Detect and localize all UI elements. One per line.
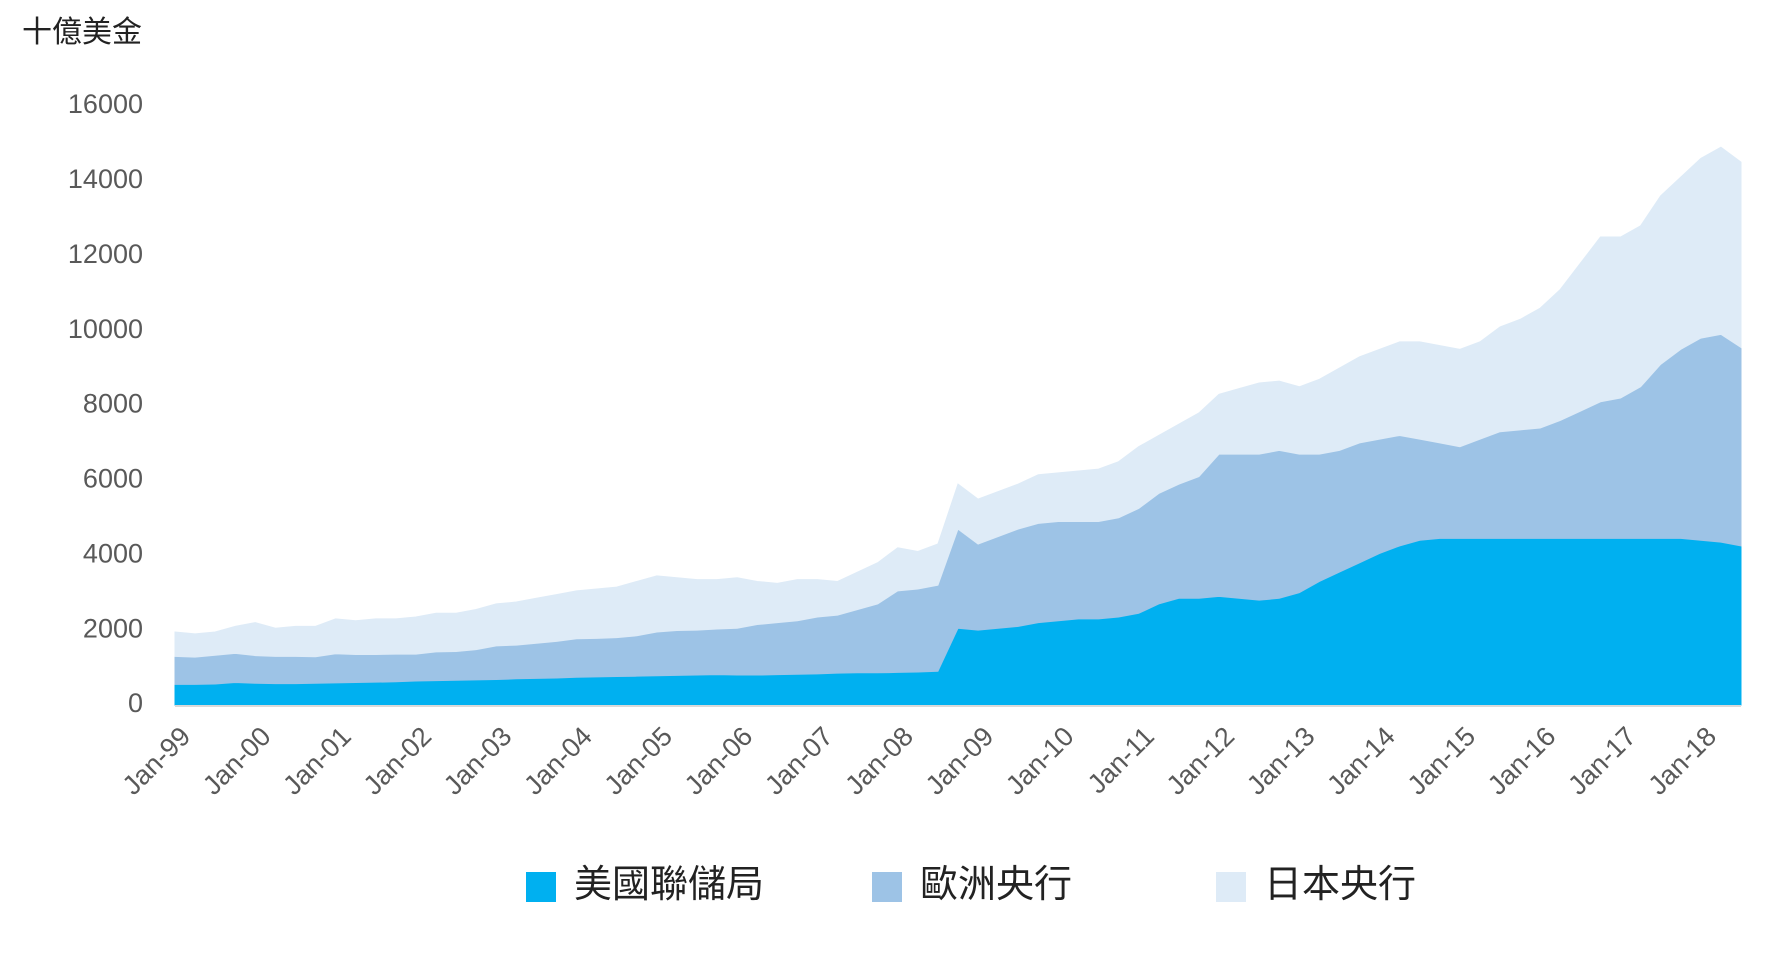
y-tick-label: 2000 [83, 613, 143, 643]
legend-label: 歐洲央行 [920, 864, 1072, 906]
y-tick-label: 10000 [68, 314, 143, 344]
y-tick-label: 4000 [83, 538, 143, 568]
x-tick-label: Jan-04 [518, 721, 598, 801]
y-tick-label: 8000 [83, 389, 143, 419]
x-tick-label: Jan-10 [1000, 721, 1080, 801]
y-tick-label: 12000 [68, 239, 143, 269]
area [174, 146, 1742, 658]
y-tick-label: 0 [128, 688, 143, 718]
x-tick-label: Jan-00 [197, 721, 277, 801]
legend-swatch [526, 872, 556, 902]
x-tick-label: Jan-18 [1643, 721, 1723, 801]
x-tick-label: Jan-08 [839, 721, 919, 801]
x-tick-label: Jan-14 [1321, 721, 1401, 801]
legend-label: 日本央行 [1264, 864, 1416, 906]
x-tick-label: Jan-17 [1562, 721, 1642, 801]
x-tick-label: Jan-13 [1241, 721, 1321, 801]
legend-label: 美國聯儲局 [574, 864, 764, 906]
y-axis-unit: 十億美金 [22, 16, 142, 49]
x-tick-label: Jan-99 [117, 721, 197, 801]
y-tick-label: 16000 [68, 89, 143, 119]
x-tick-label: Jan-01 [277, 721, 357, 801]
legend-swatch [1216, 872, 1246, 902]
x-tick-label: Jan-11 [1082, 721, 1160, 799]
y-tick-label: 6000 [83, 464, 143, 494]
x-tick-label: Jan-05 [599, 721, 679, 801]
x-tick-label: Jan-02 [358, 721, 438, 801]
x-tick-label: Jan-16 [1482, 721, 1562, 801]
x-tick-label: Jan-15 [1402, 721, 1482, 801]
y-tick-label: 14000 [68, 164, 143, 194]
x-tick-label: Jan-06 [679, 721, 759, 801]
x-tick-label: Jan-07 [759, 721, 839, 801]
legend-swatch [872, 872, 902, 902]
x-tick-label: Jan-09 [920, 721, 1000, 801]
x-tick-label: Jan-03 [438, 721, 518, 801]
x-tick-label: Jan-12 [1161, 721, 1241, 801]
